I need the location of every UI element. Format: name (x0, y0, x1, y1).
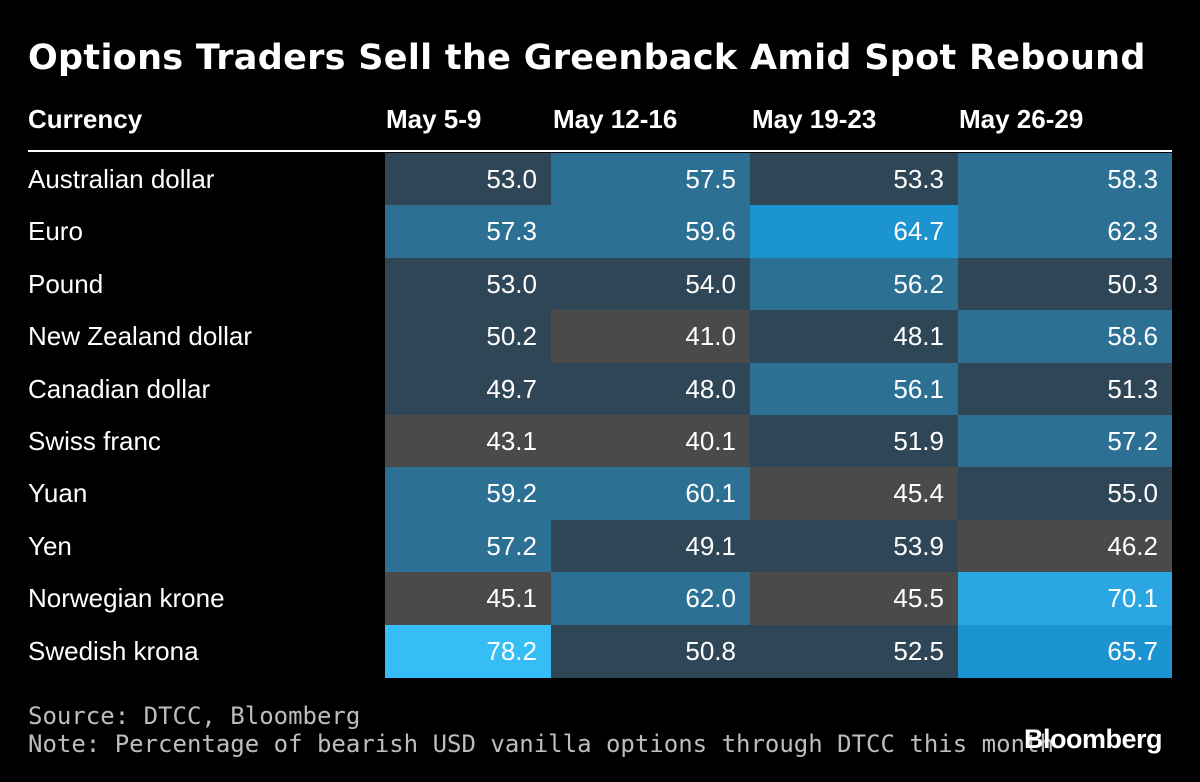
cell-swedish-krona-may-19-23: 52.5 (750, 624, 958, 678)
cell-norwegian-krone-may-12-16: 62.0 (551, 572, 750, 626)
cell-new-zealand-dollar-may-5-9: 50.2 (385, 310, 551, 364)
cell-norwegian-krone-may-26-29: 70.1 (958, 572, 1172, 626)
cell-swiss-franc-may-26-29: 57.2 (958, 415, 1172, 468)
column-header-may-26-29: May 26-29 (959, 104, 1084, 134)
cell-yuan-may-19-23: 45.4 (750, 467, 958, 521)
row-label-norwegian-krone: Norwegian krone (28, 583, 225, 614)
cell-australian-dollar-may-26-29: 58.3 (958, 153, 1172, 206)
row-label-yen: Yen (28, 530, 72, 561)
cell-yuan-may-12-16: 60.1 (551, 467, 750, 521)
cell-swiss-franc-may-5-9: 43.1 (385, 415, 551, 468)
cell-canadian-dollar-may-26-29: 51.3 (958, 362, 1172, 416)
cell-yen-may-5-9: 57.2 (385, 519, 551, 573)
column-header-currency: Currency (28, 104, 143, 134)
cell-pound-may-19-23: 56.2 (750, 257, 958, 311)
cell-euro-may-26-29: 62.3 (958, 205, 1172, 259)
cell-pound-may-26-29: 50.3 (958, 257, 1172, 311)
cell-pound-may-12-16: 54.0 (551, 257, 750, 311)
cell-euro-may-19-23: 64.7 (750, 205, 958, 259)
cell-new-zealand-dollar-may-12-16: 41.0 (551, 310, 750, 364)
chart-title: Options Traders Sell the Greenback Amid … (28, 38, 1146, 78)
cell-yen-may-26-29: 46.2 (958, 519, 1172, 573)
cell-yen-may-12-16: 49.1 (551, 519, 750, 573)
cell-swedish-krona-may-12-16: 50.8 (551, 624, 750, 678)
cell-swedish-krona-may-5-9: 78.2 (385, 624, 551, 678)
row-label-yuan: Yuan (28, 478, 88, 509)
row-label-euro: Euro (28, 216, 83, 247)
cell-swiss-franc-may-19-23: 51.9 (750, 415, 958, 468)
cell-new-zealand-dollar-may-26-29: 58.6 (958, 310, 1172, 364)
header-rule (28, 150, 1172, 152)
cell-canadian-dollar-may-12-16: 48.0 (551, 362, 750, 416)
column-header-may-5-9: May 5-9 (386, 104, 482, 134)
row-label-new-zealand-dollar: New Zealand dollar (28, 321, 253, 352)
cell-norwegian-krone-may-5-9: 45.1 (385, 572, 551, 626)
row-label-canadian-dollar: Canadian dollar (28, 373, 211, 404)
cell-new-zealand-dollar-may-19-23: 48.1 (750, 310, 958, 364)
cell-swedish-krona-may-26-29: 65.7 (958, 624, 1172, 678)
cell-australian-dollar-may-5-9: 53.0 (385, 153, 551, 206)
column-header-may-19-23: May 19-23 (752, 104, 877, 134)
row-label-swedish-krona: Swedish krona (28, 635, 199, 666)
cell-yen-may-19-23: 53.9 (750, 519, 958, 573)
cell-yuan-may-5-9: 59.2 (385, 467, 551, 521)
cell-norwegian-krone-may-19-23: 45.5 (750, 572, 958, 626)
cell-swiss-franc-may-12-16: 40.1 (551, 415, 750, 468)
cell-pound-may-5-9: 53.0 (385, 257, 551, 311)
source-note: Source: DTCC, Bloomberg (28, 702, 361, 730)
bloomberg-logo: Bloomberg (1023, 724, 1163, 754)
cell-yuan-may-26-29: 55.0 (958, 467, 1172, 521)
cell-australian-dollar-may-19-23: 53.3 (750, 153, 958, 206)
cell-euro-may-5-9: 57.3 (385, 205, 551, 259)
row-label-australian-dollar: Australian dollar (28, 164, 215, 194)
row-label-swiss-franc: Swiss franc (28, 426, 161, 456)
cell-euro-may-12-16: 59.6 (551, 205, 750, 259)
footnote: Note: Percentage of bearish USD vanilla … (28, 730, 1054, 758)
row-label-pound: Pound (28, 268, 104, 299)
cell-canadian-dollar-may-5-9: 49.7 (385, 362, 551, 416)
cell-canadian-dollar-may-19-23: 56.1 (750, 362, 958, 416)
cell-australian-dollar-may-12-16: 57.5 (551, 153, 750, 206)
column-header-may-12-16: May 12-16 (553, 104, 678, 134)
